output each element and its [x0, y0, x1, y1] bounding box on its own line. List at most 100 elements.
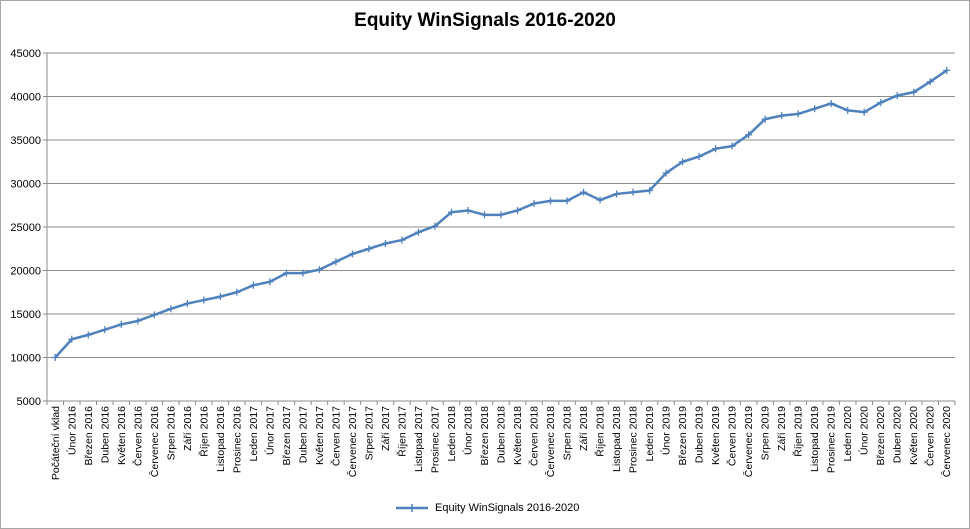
- data-point: [596, 196, 604, 204]
- x-tick-label: Květen 2020: [908, 406, 920, 465]
- data-point: [695, 153, 703, 161]
- data-point: [646, 186, 654, 194]
- x-tick-label: Září 2019: [776, 406, 788, 451]
- data-point: [315, 266, 323, 274]
- y-tick-label: 25000: [10, 222, 41, 234]
- data-point: [778, 112, 786, 120]
- x-tick-label: Prosinec 2016: [231, 406, 243, 473]
- y-tick-label: 45000: [10, 48, 41, 60]
- x-tick-label: Červen 2020: [924, 406, 937, 466]
- x-tick-label: Srpen 2019: [760, 406, 772, 460]
- x-tick-label: Říjen 2019: [792, 406, 805, 457]
- x-tick-label: Listopad 2016: [215, 406, 227, 472]
- data-point: [497, 211, 505, 219]
- x-tick-label: Srpen 2017: [363, 406, 375, 460]
- x-tick-label: Duben 2020: [892, 406, 904, 463]
- x-tick-label: Prosinec 2018: [628, 406, 640, 473]
- chart-title: Equity WinSignals 2016-2020: [354, 10, 616, 31]
- x-tick-label: Červen 2017: [329, 406, 342, 466]
- x-tick-label: Říjen 2016: [197, 406, 210, 457]
- x-tick-label: Červenec 2017: [346, 406, 359, 477]
- data-point: [447, 208, 455, 216]
- data-point: [712, 145, 720, 153]
- data-point: [745, 131, 753, 139]
- x-tick-label: Srpen 2016: [165, 406, 177, 460]
- data-point: [827, 99, 835, 107]
- y-tick-label: 40000: [10, 92, 41, 104]
- data-point: [117, 320, 125, 328]
- legend-marker-icon: [396, 504, 428, 512]
- data-point: [943, 66, 951, 74]
- data-point: [811, 105, 819, 113]
- legend-label: Equity WinSignals 2016-2020: [435, 502, 580, 514]
- x-tick-label: Říjen 2018: [594, 406, 607, 457]
- data-point: [183, 300, 191, 308]
- data-point: [860, 108, 868, 116]
- data-point: [167, 305, 175, 313]
- data-point: [282, 269, 290, 277]
- x-tick-label: Květen 2016: [116, 406, 128, 465]
- data-point: [332, 258, 340, 266]
- y-tick-label: 10000: [10, 353, 41, 365]
- x-tick-label: Duben 2016: [99, 406, 111, 463]
- data-point: [926, 78, 934, 86]
- x-tick-label: Leden 2019: [644, 406, 656, 462]
- x-axis: Počáteční vklad Únor 2016 Březen 2016 Duben…: [46, 400, 956, 480]
- data-point: [266, 278, 274, 286]
- y-tick-label: 15000: [10, 309, 41, 321]
- data-point: [381, 240, 389, 248]
- data-point: [910, 88, 918, 96]
- data-point: [514, 206, 522, 214]
- data-point: [728, 142, 736, 150]
- x-tick-label: Květen 2018: [512, 406, 524, 465]
- data-point: [431, 222, 439, 230]
- data-point: [233, 288, 241, 296]
- x-tick-label: Červen 2016: [131, 406, 144, 466]
- x-tick-label: Červenec 2020: [940, 406, 953, 477]
- x-tick-label: Listopad 2018: [611, 406, 623, 472]
- data-point: [150, 311, 158, 319]
- gridlines: [47, 52, 955, 402]
- data-point: [134, 317, 142, 325]
- data-point: [101, 326, 109, 334]
- series-group: [51, 66, 951, 361]
- x-tick-label: Září 2018: [578, 406, 590, 451]
- x-tick-label: Září 2016: [182, 406, 194, 451]
- x-tick-label: Březen 2016: [83, 406, 95, 466]
- x-tick-label: Listopad 2019: [809, 406, 821, 472]
- x-tick-label: Únor 2020: [858, 406, 871, 455]
- x-tick-label: Srpen 2018: [562, 406, 574, 460]
- x-tick-label: Duben 2018: [496, 406, 508, 463]
- data-point: [464, 206, 472, 214]
- x-tick-label: Duben 2019: [694, 406, 706, 463]
- y-tick-label: 5000: [17, 396, 41, 408]
- data-point: [844, 106, 852, 114]
- data-point: [893, 92, 901, 100]
- x-tick-label: Září 2017: [380, 406, 392, 451]
- x-tick-label: Květen 2017: [314, 406, 326, 465]
- y-tick-label: 35000: [10, 135, 41, 147]
- data-point: [216, 293, 224, 301]
- legend: Equity WinSignals 2016-2020: [395, 499, 579, 517]
- data-point: [414, 228, 422, 236]
- x-tick-label: Počáteční vklad: [50, 406, 62, 480]
- x-tick-label: Červen 2019: [726, 406, 739, 466]
- data-point: [679, 158, 687, 166]
- data-point: [530, 200, 538, 208]
- data-point: [877, 99, 885, 107]
- x-tick-label: Březen 2020: [875, 406, 887, 466]
- data-point: [662, 169, 670, 177]
- data-point: [348, 250, 356, 258]
- x-tick-label: Červenec 2016: [148, 406, 161, 477]
- data-point: [580, 188, 588, 196]
- x-tick-label: Prosinec 2019: [826, 406, 838, 473]
- x-tick-label: Březen 2018: [479, 406, 491, 466]
- x-tick-label: Červen 2018: [528, 406, 541, 466]
- data-point: [365, 245, 373, 253]
- x-tick-label: Březen 2017: [281, 406, 293, 466]
- data-point: [480, 211, 488, 219]
- data-point: [547, 197, 555, 205]
- data-point: [299, 269, 307, 277]
